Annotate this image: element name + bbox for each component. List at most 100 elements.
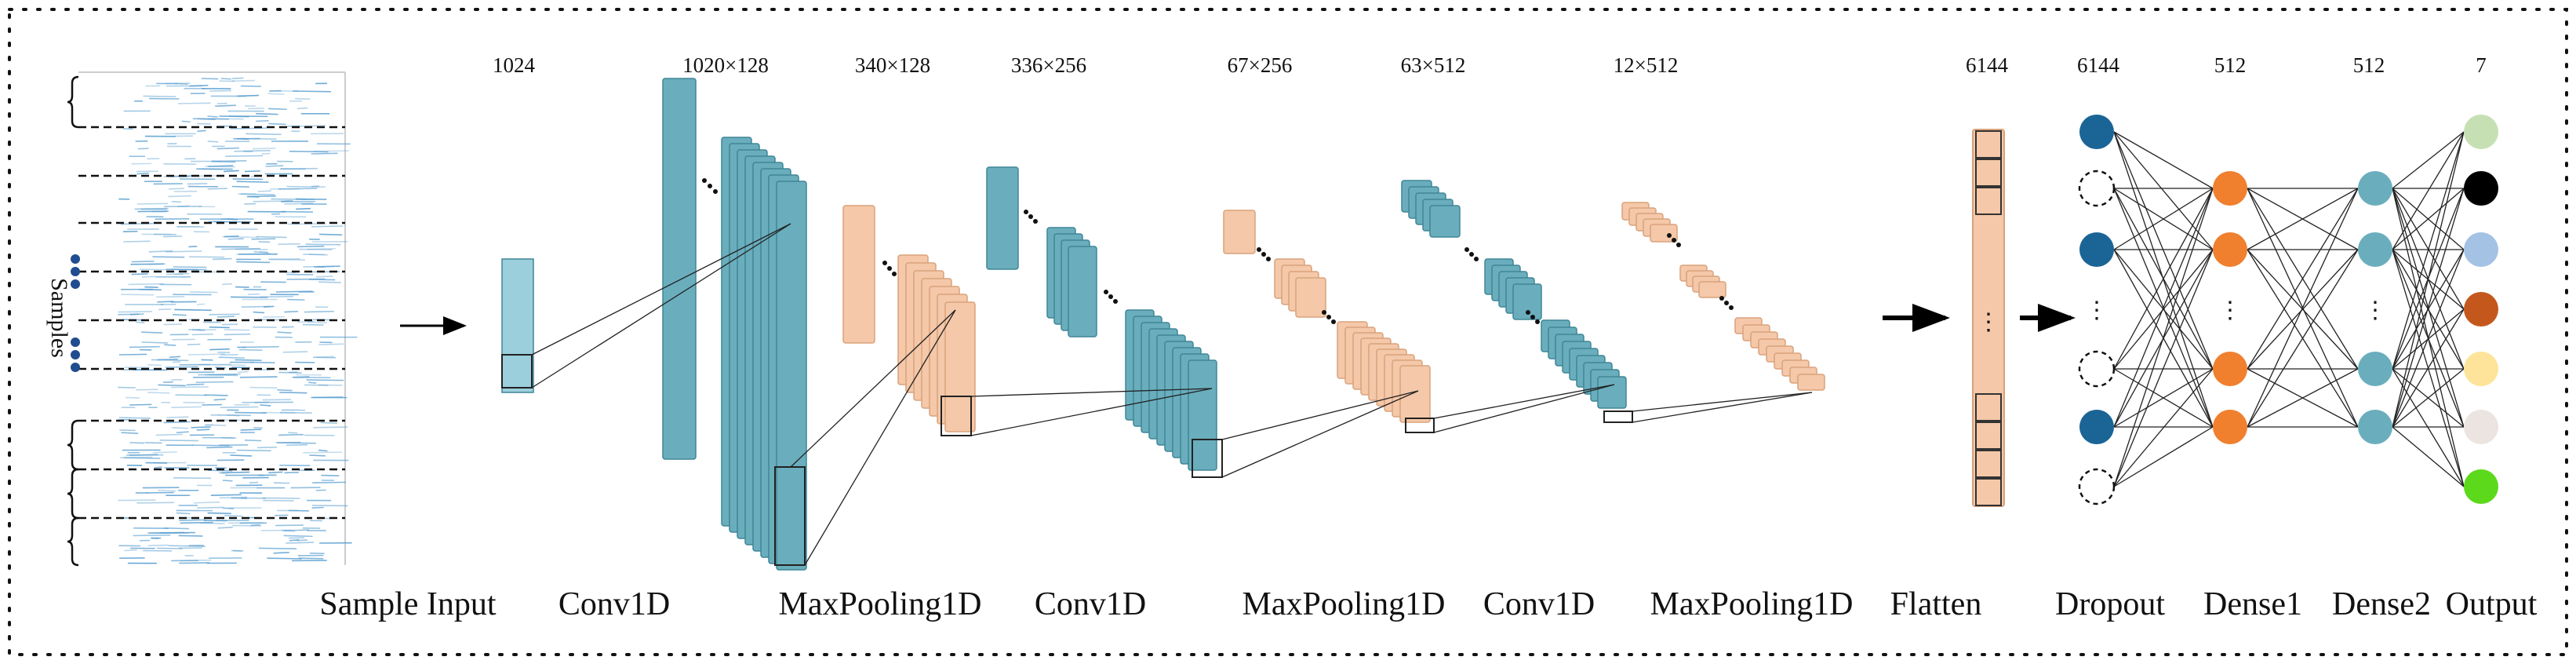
dense-edge — [2113, 188, 2214, 428]
signal-stroke — [244, 440, 262, 442]
signal-stroke — [156, 547, 183, 549]
output-neuron — [2464, 410, 2498, 444]
dropout-neuron — [2079, 410, 2114, 444]
dense-edge — [2392, 368, 2465, 428]
feature-map — [776, 181, 807, 571]
label-dropout: Dropout — [2055, 586, 2165, 622]
flatten-cell — [1975, 450, 2002, 478]
signal-stroke — [303, 451, 343, 454]
output-neuron — [2464, 171, 2498, 206]
dense-edge — [2113, 131, 2214, 189]
signal-stroke — [235, 359, 262, 361]
pool3-dots-a — [1667, 233, 1681, 247]
signal-stroke — [240, 85, 261, 87]
output-neuron — [2464, 352, 2498, 386]
signal-stroke — [263, 305, 275, 308]
signal-stroke — [169, 356, 181, 358]
signal-stroke — [172, 361, 181, 363]
dense-connections — [2113, 131, 2465, 487]
signal-stroke — [292, 376, 310, 378]
signal-stroke — [191, 444, 230, 447]
signal-stroke — [171, 386, 209, 389]
dense-edge — [2113, 131, 2214, 250]
dense-edge — [2247, 188, 2359, 370]
label-conv1: Conv1D — [558, 586, 670, 622]
signal-stroke — [140, 268, 173, 271]
signal-stroke — [303, 254, 328, 256]
signal-stroke — [267, 557, 302, 560]
dense-nodes — [2078, 115, 2498, 505]
signal-stroke — [217, 316, 235, 318]
sample-dot — [71, 279, 80, 289]
signal-stroke — [204, 394, 228, 396]
signal-stroke — [163, 323, 182, 326]
signal-stroke — [207, 140, 219, 143]
pool1-feature-maps — [897, 254, 976, 432]
dense1-neuron — [2213, 352, 2247, 386]
signal-stroke — [178, 534, 203, 537]
feature-map — [1399, 365, 1431, 423]
label-conv2: Conv1D — [1035, 586, 1146, 622]
signal-stroke — [163, 381, 173, 383]
bracket — [67, 468, 79, 520]
signal-stroke — [279, 411, 312, 414]
dense-edge — [2392, 308, 2465, 428]
label-output: Output — [2446, 586, 2538, 622]
dim-dense2: 512 — [2353, 53, 2385, 77]
dim-pool2: 67×256 — [1228, 53, 1293, 77]
signal-stroke — [118, 313, 144, 316]
signal-stroke — [313, 356, 337, 359]
samples-axis-label: Samples — [46, 278, 72, 358]
signal-stroke — [133, 534, 171, 537]
conv2-dots-a — [1024, 210, 1038, 224]
feature-map — [1698, 281, 1726, 298]
signal-stroke — [169, 188, 184, 190]
pool3-dots-b — [1719, 296, 1734, 310]
signal-stroke — [230, 454, 252, 457]
signal-stroke — [177, 102, 211, 104]
sample-input-panel: Samples — [46, 71, 358, 567]
signal-stroke — [194, 502, 220, 504]
signal-stroke — [215, 104, 236, 107]
signal-stroke — [220, 406, 259, 408]
feature-map — [944, 301, 976, 432]
signal-stroke — [297, 245, 325, 248]
signal-stroke — [305, 243, 341, 246]
signal-stroke — [168, 545, 206, 547]
signal-stroke — [124, 549, 137, 552]
dim-pool3: 12×512 — [1614, 53, 1679, 77]
dense2-ellipsis: ⋮ — [2363, 297, 2387, 323]
conv3-feature-maps-top — [1401, 180, 1461, 238]
flatten-vector: ⋮ — [1972, 129, 2005, 507]
dim-dropout: 6144 — [2077, 53, 2120, 77]
signal-stroke — [146, 491, 174, 494]
signal-stroke — [206, 446, 233, 449]
feature-map — [1797, 374, 1825, 391]
signal-stroke — [150, 537, 159, 540]
input-vector — [501, 258, 534, 393]
dense-edge — [2113, 188, 2214, 487]
dense-edge — [2113, 249, 2214, 487]
signal-stroke — [148, 263, 166, 265]
signal-stroke — [147, 392, 170, 394]
signal-stroke — [209, 327, 230, 329]
signal-stroke — [207, 115, 218, 118]
signal-stroke — [196, 303, 206, 305]
signal-stroke — [216, 147, 240, 150]
pool2-feature-maps-top — [1223, 210, 1256, 254]
signal-stroke — [136, 172, 149, 175]
label-pool1: MaxPooling1D — [778, 586, 981, 622]
conv2-dots-b — [1104, 290, 1118, 304]
signal-stroke — [298, 557, 324, 560]
conv2-block — [986, 166, 1223, 478]
signal-stroke — [224, 333, 251, 336]
pool3-block — [1621, 202, 1825, 391]
signal-stroke — [176, 512, 191, 515]
signal-stroke — [218, 356, 245, 359]
dense-edge — [2113, 188, 2214, 370]
signal-stroke — [221, 436, 234, 439]
signal-stroke — [147, 544, 169, 546]
signal-stroke — [224, 235, 239, 238]
label-input: Sample Input — [319, 586, 496, 622]
sample-dot — [71, 350, 80, 359]
